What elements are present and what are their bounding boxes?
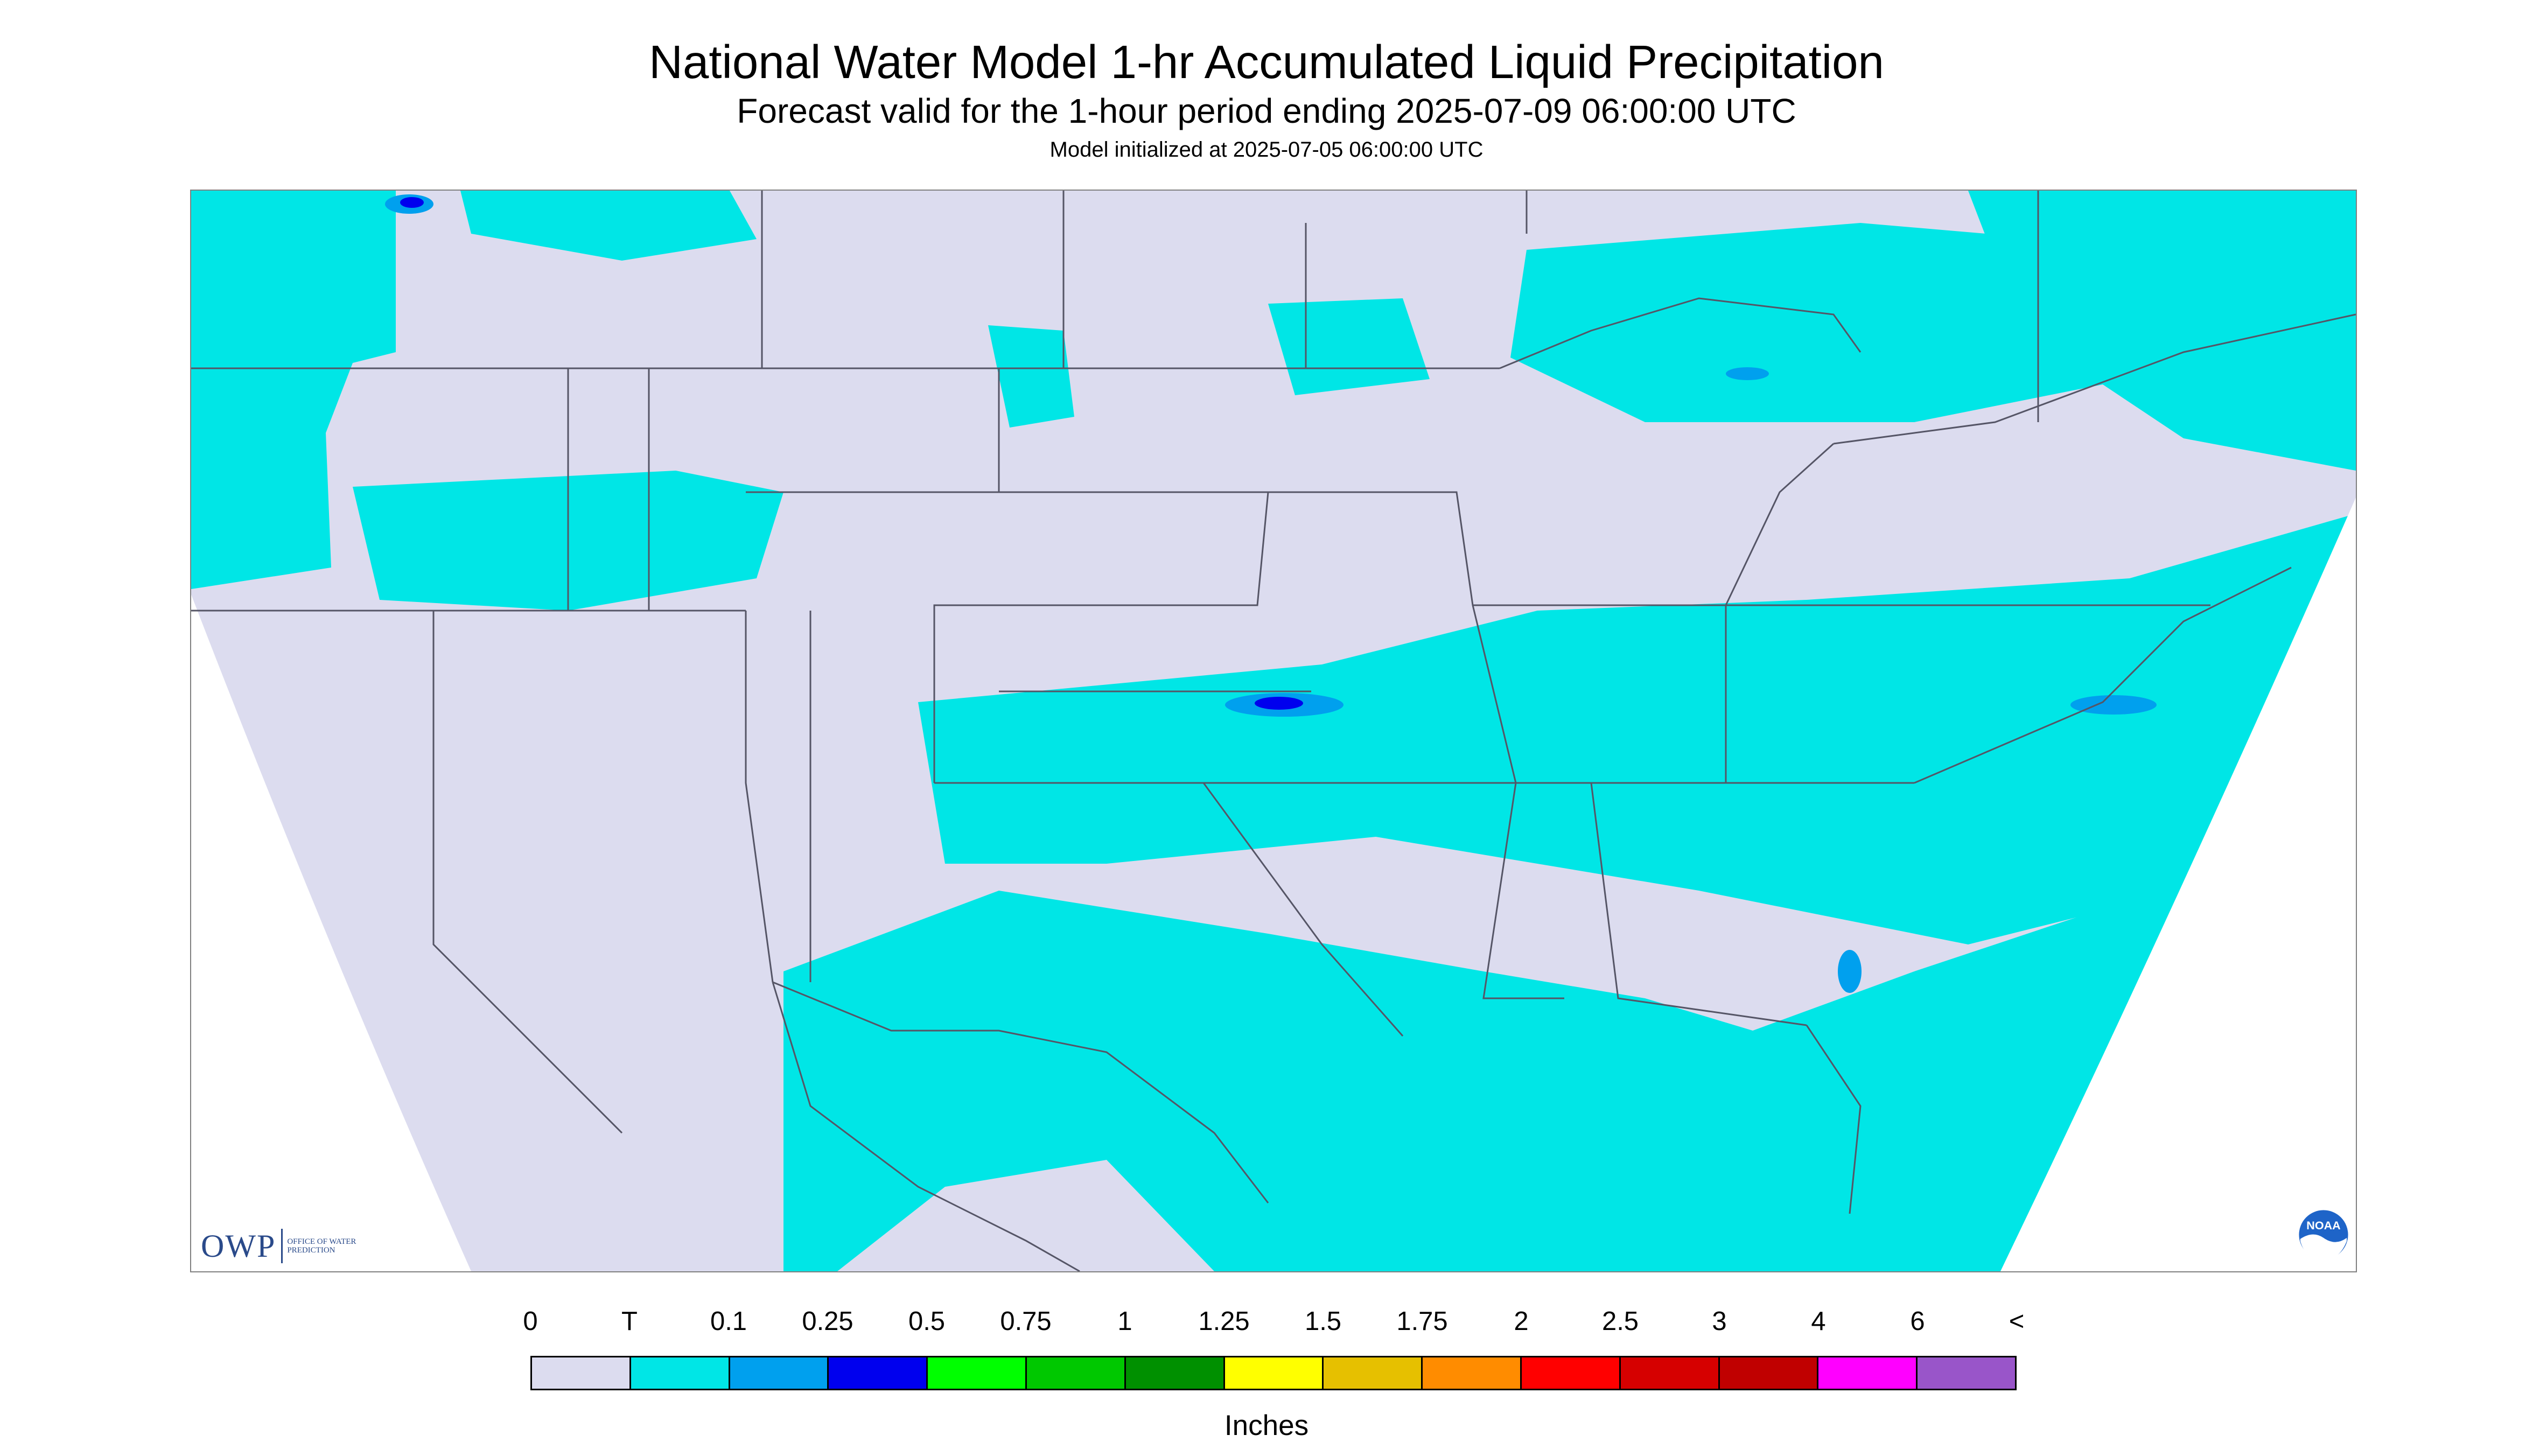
legend-swatch [1224, 1357, 1324, 1389]
map-subtitle: Forecast valid for the 1-hour period end… [737, 92, 1796, 130]
legend-tick-label: 0.5 [908, 1307, 946, 1336]
legend-swatch [1324, 1357, 1423, 1389]
moderate-precip-areas [400, 197, 1303, 710]
legend-swatch [1521, 1357, 1621, 1389]
legend-swatch [1918, 1357, 2015, 1389]
legend-swatch [1026, 1357, 1126, 1389]
owp-name: Office of Water Prediction [287, 1237, 356, 1255]
outside-domain [191, 498, 2356, 1271]
legend-colorbar [530, 1356, 2017, 1390]
precipitation-map [190, 190, 2357, 1272]
legend-tick-label: 2 [1514, 1307, 1529, 1336]
legend-tick-label: < [2009, 1307, 2025, 1336]
legend-tick-label: 0.75 [1000, 1307, 1052, 1336]
legend-units: Inches [1224, 1410, 1309, 1441]
legend-tick-label: 6 [1910, 1307, 1925, 1336]
legend-swatch [631, 1357, 730, 1389]
noaa-logo-icon: NOAA [2297, 1208, 2350, 1261]
model-init-text: Model initialized at 2025-07-05 06:00:00… [1049, 138, 1484, 162]
legend-swatch [1125, 1357, 1225, 1389]
legend-tick-label: 1 [1117, 1307, 1132, 1336]
legend-tick-label: 4 [1811, 1307, 1826, 1336]
map-title: National Water Model 1-hr Accumulated Li… [649, 36, 1884, 88]
owp-logo-icon: OWP Office of Water Prediction [201, 1229, 357, 1263]
legend-swatch [928, 1357, 1027, 1389]
legend-tick-label: T [621, 1307, 638, 1336]
precipitation-map-svg [191, 191, 2356, 1271]
legend-tick-label: 3 [1712, 1307, 1727, 1336]
legend-swatch [1719, 1357, 1819, 1389]
legend-tick-label: 2.5 [1601, 1307, 1639, 1336]
legend-swatch [1620, 1357, 1720, 1389]
legend-tick-label: 0.1 [710, 1307, 747, 1336]
legend-labels: 0 T 0.1 0.25 0.5 0.75 1 1.25 1.5 1.75 2 2.5 3 4 6 < [0, 1305, 2533, 1343]
legend-tick-label: 1.5 [1304, 1307, 1342, 1336]
legend-swatch [1818, 1357, 1918, 1389]
legend-swatch [1423, 1357, 1522, 1389]
noaa-mark: NOAA [2306, 1219, 2340, 1232]
legend-tick-label: 0.25 [802, 1307, 853, 1336]
legend-swatch [730, 1357, 829, 1389]
political-boundaries [191, 191, 2356, 1271]
legend-tick-label: 1.25 [1198, 1307, 1250, 1336]
legend-tick-label: 1.75 [1396, 1307, 1448, 1336]
legend-tick-label: 0 [523, 1307, 538, 1336]
owp-mark: OWP [201, 1229, 283, 1263]
legend-swatch [532, 1357, 631, 1389]
legend-swatch [829, 1357, 928, 1389]
